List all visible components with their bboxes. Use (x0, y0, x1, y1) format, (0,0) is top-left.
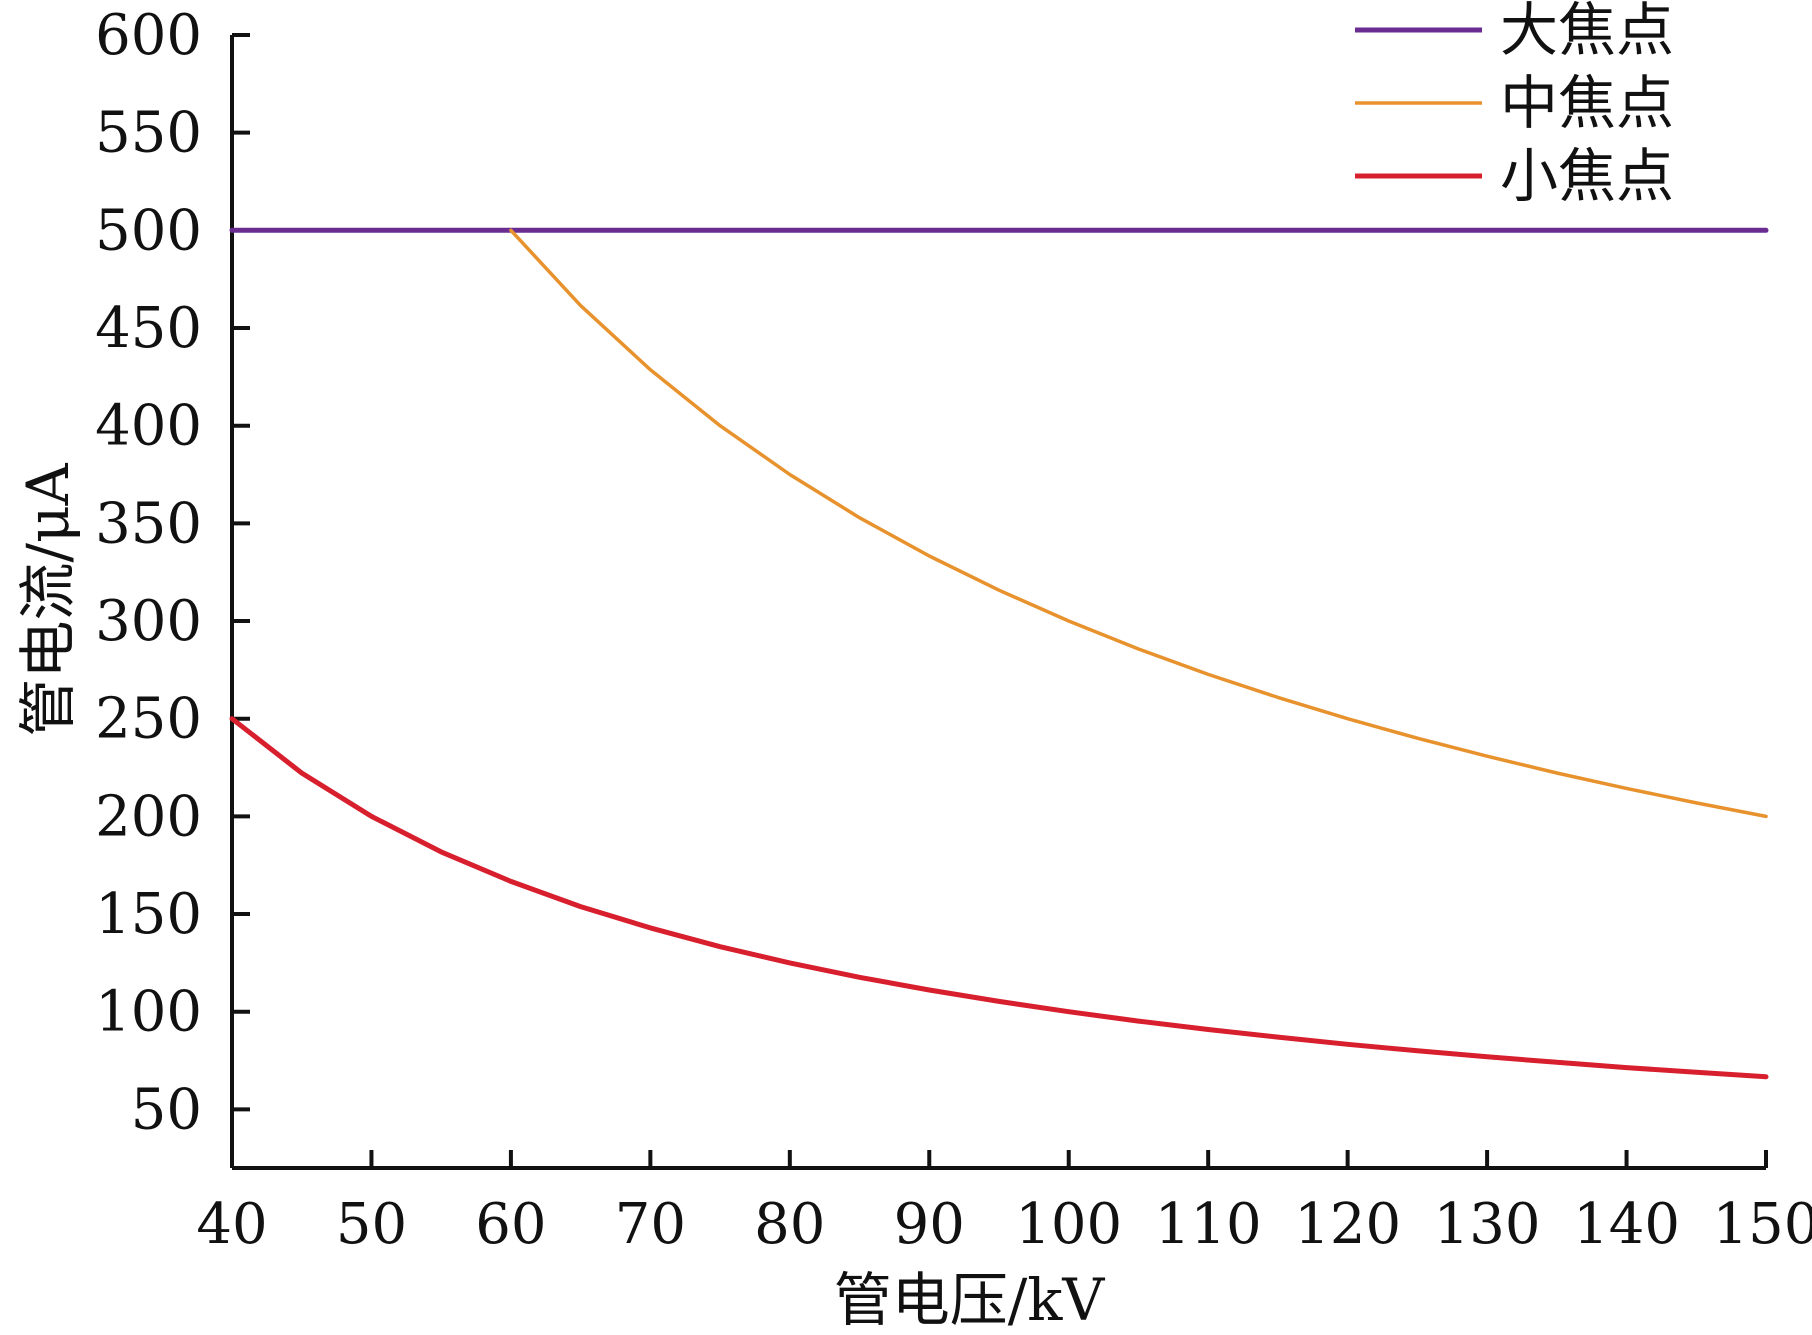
x-tick-label: 90 (894, 1192, 965, 1257)
x-tick-label: 50 (336, 1192, 407, 1257)
series-layer (229, 227, 1769, 1080)
y-tick-label: 450 (95, 296, 202, 361)
x-axis-title: 管电压/kV (834, 1266, 1106, 1334)
x-tick-label: 80 (754, 1192, 825, 1257)
y-tick-label: 600 (95, 3, 202, 68)
x-tick-label: 100 (1015, 1192, 1122, 1257)
x-tick-label: 70 (615, 1192, 686, 1257)
legend-label-2: 中焦点 (1500, 69, 1674, 137)
y-tick-label: 400 (95, 394, 202, 459)
x-tick-label: 40 (196, 1192, 267, 1257)
x-tick-label: 130 (1434, 1192, 1541, 1257)
x-tick-label: 150 (1713, 1192, 1812, 1257)
y-tick-label: 300 (95, 589, 202, 654)
x-tick-label: 110 (1155, 1192, 1262, 1257)
x-tick-label: 120 (1294, 1192, 1401, 1257)
legend-label-1: 大焦点 (1500, 0, 1674, 64)
y-tick-label: 200 (95, 784, 202, 849)
y-tick-label: 150 (95, 882, 202, 947)
legend-label-3: 小焦点 (1500, 142, 1674, 210)
y-tick-label: 550 (95, 101, 202, 166)
y-axis-title: 管电流/μA (14, 462, 82, 736)
series-line-3 (229, 716, 1769, 1080)
y-tick-label: 500 (95, 198, 202, 263)
y-tick-label: 100 (95, 980, 202, 1045)
axes (230, 35, 1766, 1170)
x-ticks: 40 50 60 70 80 90 100 110 120 130 140 150 (196, 1150, 1812, 1257)
y-ticks: 50 100 150 200 250 300 350 400 450 500 550 600 (95, 3, 250, 1142)
series-line-2 (509, 228, 1768, 819)
x-tick-label: 140 (1573, 1192, 1680, 1257)
y-tick-label: 50 (131, 1077, 202, 1142)
x-tick-label: 60 (475, 1192, 546, 1257)
y-tick-label: 350 (95, 491, 202, 556)
y-tick-label: 250 (95, 687, 202, 752)
